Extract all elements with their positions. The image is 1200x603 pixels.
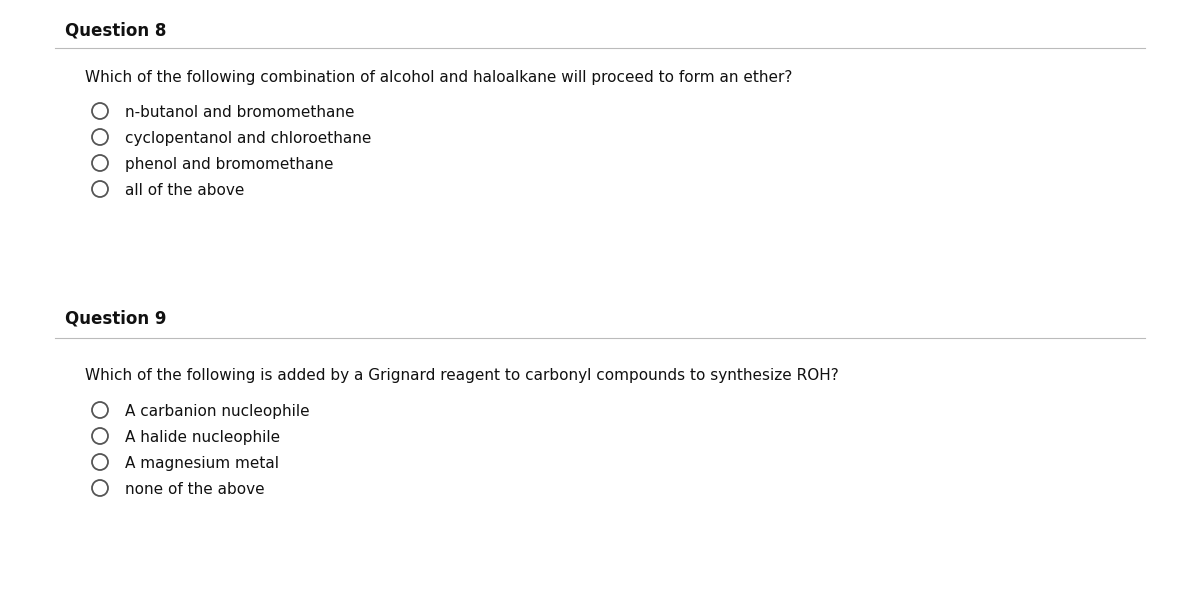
Text: Which of the following is added by a Grignard reagent to carbonyl compounds to s: Which of the following is added by a Gri… xyxy=(85,368,839,383)
Text: Question 8: Question 8 xyxy=(65,22,167,40)
Text: none of the above: none of the above xyxy=(125,482,265,497)
Text: Which of the following combination of alcohol and haloalkane will proceed to for: Which of the following combination of al… xyxy=(85,70,792,85)
Text: phenol and bromomethane: phenol and bromomethane xyxy=(125,157,334,172)
Text: cyclopentanol and chloroethane: cyclopentanol and chloroethane xyxy=(125,131,371,146)
Text: Question 9: Question 9 xyxy=(65,310,167,328)
Text: n-butanol and bromomethane: n-butanol and bromomethane xyxy=(125,105,354,120)
Text: A carbanion nucleophile: A carbanion nucleophile xyxy=(125,404,310,419)
Text: all of the above: all of the above xyxy=(125,183,245,198)
Text: A magnesium metal: A magnesium metal xyxy=(125,456,278,471)
Text: A halide nucleophile: A halide nucleophile xyxy=(125,430,280,445)
